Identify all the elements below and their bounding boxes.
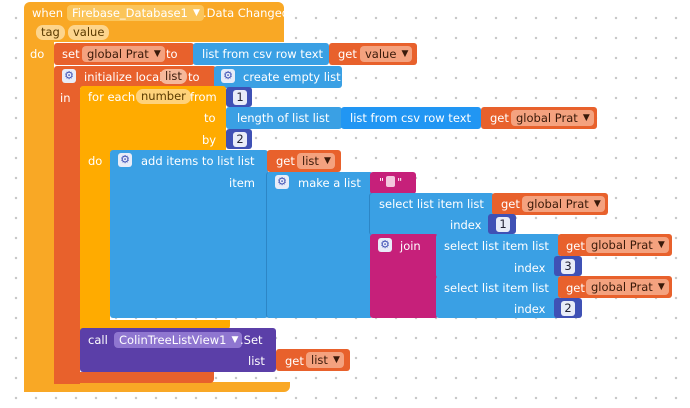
local-var-name[interactable]: list xyxy=(160,69,187,84)
get-global-prat-dropdown-3[interactable]: global Prat ▼ xyxy=(586,237,669,253)
get-label: get xyxy=(490,111,509,125)
get-list-dropdown-1[interactable]: list ▼ xyxy=(297,153,335,169)
get-label: get xyxy=(566,239,585,253)
get-label: get xyxy=(285,354,304,368)
when-label: when xyxy=(32,6,64,20)
call-method-label: .Set xyxy=(240,333,263,347)
index-number-value-3[interactable]: 2 xyxy=(561,301,575,316)
gear-icon[interactable]: ⚙ xyxy=(378,238,392,252)
get-label: get xyxy=(566,281,585,295)
call-list-label: list xyxy=(248,354,265,368)
gear-icon[interactable]: ⚙ xyxy=(221,69,235,83)
dropdown-caret-icon: ▼ xyxy=(401,49,409,59)
select-list-item-label-2: select list item list xyxy=(444,239,549,253)
for-each-bottom xyxy=(80,320,230,330)
csv-row-label-2: list from csv row text xyxy=(350,111,472,125)
by-label: by xyxy=(202,133,217,147)
dropdown-caret-icon: ▼ xyxy=(657,240,665,250)
call-component-dropdown[interactable]: ColinTreeListView1 ▼ xyxy=(114,332,243,348)
gear-icon[interactable]: ⚙ xyxy=(275,175,289,189)
gear-icon[interactable]: ⚙ xyxy=(62,69,76,83)
set-label: set xyxy=(62,47,80,61)
select-list-item-label-1: select list item list xyxy=(379,197,484,211)
for-to-label: to xyxy=(204,111,216,125)
call-label: call xyxy=(88,333,108,347)
make-a-list-label: make a list xyxy=(298,176,361,190)
event-block-left-rail xyxy=(24,40,54,392)
index-label-2: index xyxy=(514,261,546,275)
for-each-rail xyxy=(80,150,110,332)
get-label: get xyxy=(276,154,295,168)
from-number-value[interactable]: 1 xyxy=(233,90,247,105)
index-label-3: index xyxy=(514,302,546,316)
in-label: in xyxy=(60,91,71,105)
event-do-label: do xyxy=(30,47,45,61)
dropdown-caret-icon: ▼ xyxy=(231,335,239,345)
event-block-bottom xyxy=(24,382,290,392)
make-a-list-block[interactable] xyxy=(267,172,373,318)
csv-row-block-2[interactable] xyxy=(341,107,481,129)
select-list-item-block-1[interactable] xyxy=(370,193,494,235)
text-empty-field[interactable] xyxy=(386,176,396,187)
get-value-dropdown[interactable]: value ▼ xyxy=(360,46,413,62)
length-of-list-label: length of list list xyxy=(237,111,330,125)
event-name-label: .Data Changed xyxy=(203,6,290,20)
dropdown-caret-icon: ▼ xyxy=(593,199,601,209)
item-label: item xyxy=(229,176,255,190)
csv-row-label: list from csv row text xyxy=(202,47,324,61)
text-string-value[interactable]: " " xyxy=(379,176,403,189)
index-number-value-2[interactable]: 3 xyxy=(561,259,575,274)
by-number-value[interactable]: 2 xyxy=(233,132,247,147)
gear-icon[interactable]: ⚙ xyxy=(118,153,132,167)
add-items-label: add items to list list xyxy=(141,154,255,168)
dropdown-caret-icon: ▼ xyxy=(332,355,340,365)
initialize-local-rail xyxy=(54,86,80,384)
select-list-item-block-3[interactable] xyxy=(436,276,560,318)
set-to-label: to xyxy=(166,47,178,61)
list-from-csv-row-block[interactable] xyxy=(193,43,329,65)
param-value[interactable]: value xyxy=(68,25,110,40)
component-dropdown[interactable]: Firebase_Database1 ▼ xyxy=(67,5,204,21)
get-global-prat-dropdown[interactable]: global Prat ▼ xyxy=(511,110,594,126)
get-global-prat-dropdown-4[interactable]: global Prat ▼ xyxy=(586,279,669,295)
create-empty-list-label: create empty list xyxy=(243,70,341,84)
create-empty-list-block[interactable] xyxy=(214,66,342,88)
from-label: from xyxy=(190,90,217,104)
get-list-dropdown-2[interactable]: list ▼ xyxy=(306,352,344,368)
dropdown-caret-icon: ▼ xyxy=(582,113,590,123)
select-list-item-block-2[interactable] xyxy=(436,234,560,278)
get-global-prat-dropdown-2[interactable]: global Prat ▼ xyxy=(522,196,605,212)
get-label: get xyxy=(338,47,357,61)
length-of-list-block[interactable] xyxy=(226,107,342,129)
join-label: join xyxy=(400,239,421,253)
for-each-label: for each xyxy=(88,90,136,104)
dropdown-caret-icon: ▼ xyxy=(323,156,331,166)
add-items-to-list-block[interactable] xyxy=(110,150,268,318)
global-var-dropdown[interactable]: global Prat ▼ xyxy=(82,46,165,62)
index-number-value-1[interactable]: 1 xyxy=(496,217,510,232)
for-do-label: do xyxy=(88,154,103,168)
dropdown-caret-icon: ▼ xyxy=(192,8,200,18)
init-to-label: to xyxy=(188,70,200,84)
select-list-item-label-3: select list item list xyxy=(444,281,549,295)
index-label-1: index xyxy=(450,218,482,232)
initialize-local-bottom xyxy=(54,372,214,383)
param-tag[interactable]: tag xyxy=(36,25,65,40)
initialize-local-label: initialize local xyxy=(84,70,163,84)
loop-var-name[interactable]: number xyxy=(136,89,191,104)
dropdown-caret-icon: ▼ xyxy=(153,49,161,59)
dropdown-caret-icon: ▼ xyxy=(657,282,665,292)
get-label: get xyxy=(501,197,520,211)
